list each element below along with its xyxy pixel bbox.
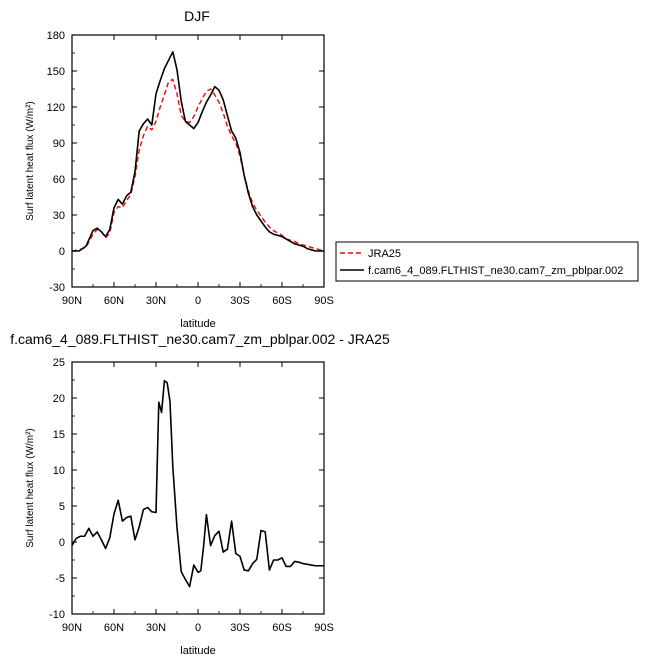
x-tick-label: 60S [272, 295, 292, 307]
y-tick-label: 180 [47, 30, 65, 42]
y-tick-label: -10 [49, 609, 65, 621]
plot-frame [71, 361, 325, 615]
y-tick-label: 5 [59, 501, 65, 513]
x-tick-label: 60N [104, 622, 124, 634]
x-tick-label: 30S [230, 622, 250, 634]
series-line-difference [71, 379, 324, 588]
series-line-model [72, 50, 324, 252]
y-axis-label: Surf latent heat flux (W/m²) [25, 428, 36, 547]
y-tick-label: 25 [53, 357, 65, 369]
y-tick-label: 30 [53, 210, 65, 222]
y-tick-label: -5 [55, 573, 65, 585]
y-tick-label: 60 [53, 174, 65, 186]
plot-frame [71, 34, 325, 288]
chart-title: DJF [184, 8, 210, 24]
x-tick-label: 60N [104, 295, 124, 307]
x-tick-label: 0 [195, 622, 201, 634]
y-axis-label: Surf latent heat flux (W/m²) [25, 101, 36, 220]
x-tick-label: 90N [62, 622, 82, 634]
x-tick-label: 90S [314, 622, 334, 634]
x-tick-label: 30N [146, 295, 166, 307]
x-tick-label: 90S [314, 295, 334, 307]
legend: JRA25 f.cam6_4_089.FLTHIST_ne30.cam7_zm_… [335, 241, 639, 282]
y-tick-label: 0 [59, 537, 65, 549]
x-axis-label: latitude [180, 645, 215, 657]
chart-title: f.cam6_4_089.FLTHIST_ne30.cam7_zm_pblpar… [10, 331, 390, 347]
bottom-chart-panel: f.cam6_4_089.FLTHIST_ne30.cam7_zm_pblpar… [10, 331, 390, 657]
y-tick-label: 150 [47, 66, 65, 78]
legend-box [335, 241, 639, 282]
y-tick-label: 0 [59, 246, 65, 258]
legend-label-model: f.cam6_4_089.FLTHIST_ne30.cam7_zm_pblpar… [368, 265, 623, 277]
x-tick-label: 0 [195, 295, 201, 307]
y-tick-label: 90 [53, 138, 65, 150]
y-tick-label: 20 [53, 393, 65, 405]
x-tick-label: 60S [272, 622, 292, 634]
y-tick-label: 10 [53, 465, 65, 477]
y-tick-label: 15 [53, 429, 65, 441]
x-tick-label: 30S [230, 295, 250, 307]
legend-label-jra25: JRA25 [368, 248, 401, 260]
top-chart-panel: DJF -30 0 30 60 90 120 150 180 90N 60N 30N 0 30S 60S… [25, 8, 334, 330]
x-tick-label: 30N [146, 622, 166, 634]
y-tick-label: -30 [49, 282, 65, 294]
x-tick-label: 90N [62, 295, 82, 307]
y-tick-label: 120 [47, 102, 65, 114]
x-axis-label: latitude [180, 318, 215, 330]
